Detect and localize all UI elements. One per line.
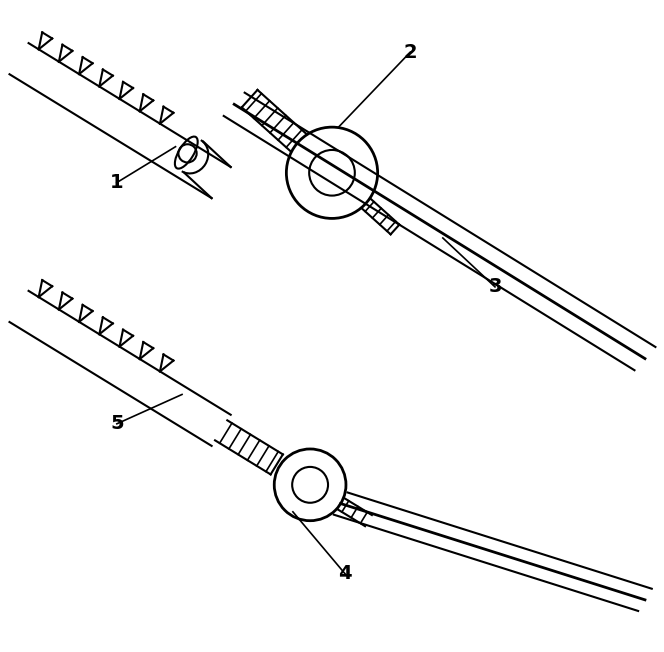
Text: 2: 2 [404,42,417,62]
Text: 4: 4 [338,564,352,584]
Text: 3: 3 [488,277,502,297]
Text: 1: 1 [110,173,124,192]
Text: 5: 5 [110,414,124,434]
